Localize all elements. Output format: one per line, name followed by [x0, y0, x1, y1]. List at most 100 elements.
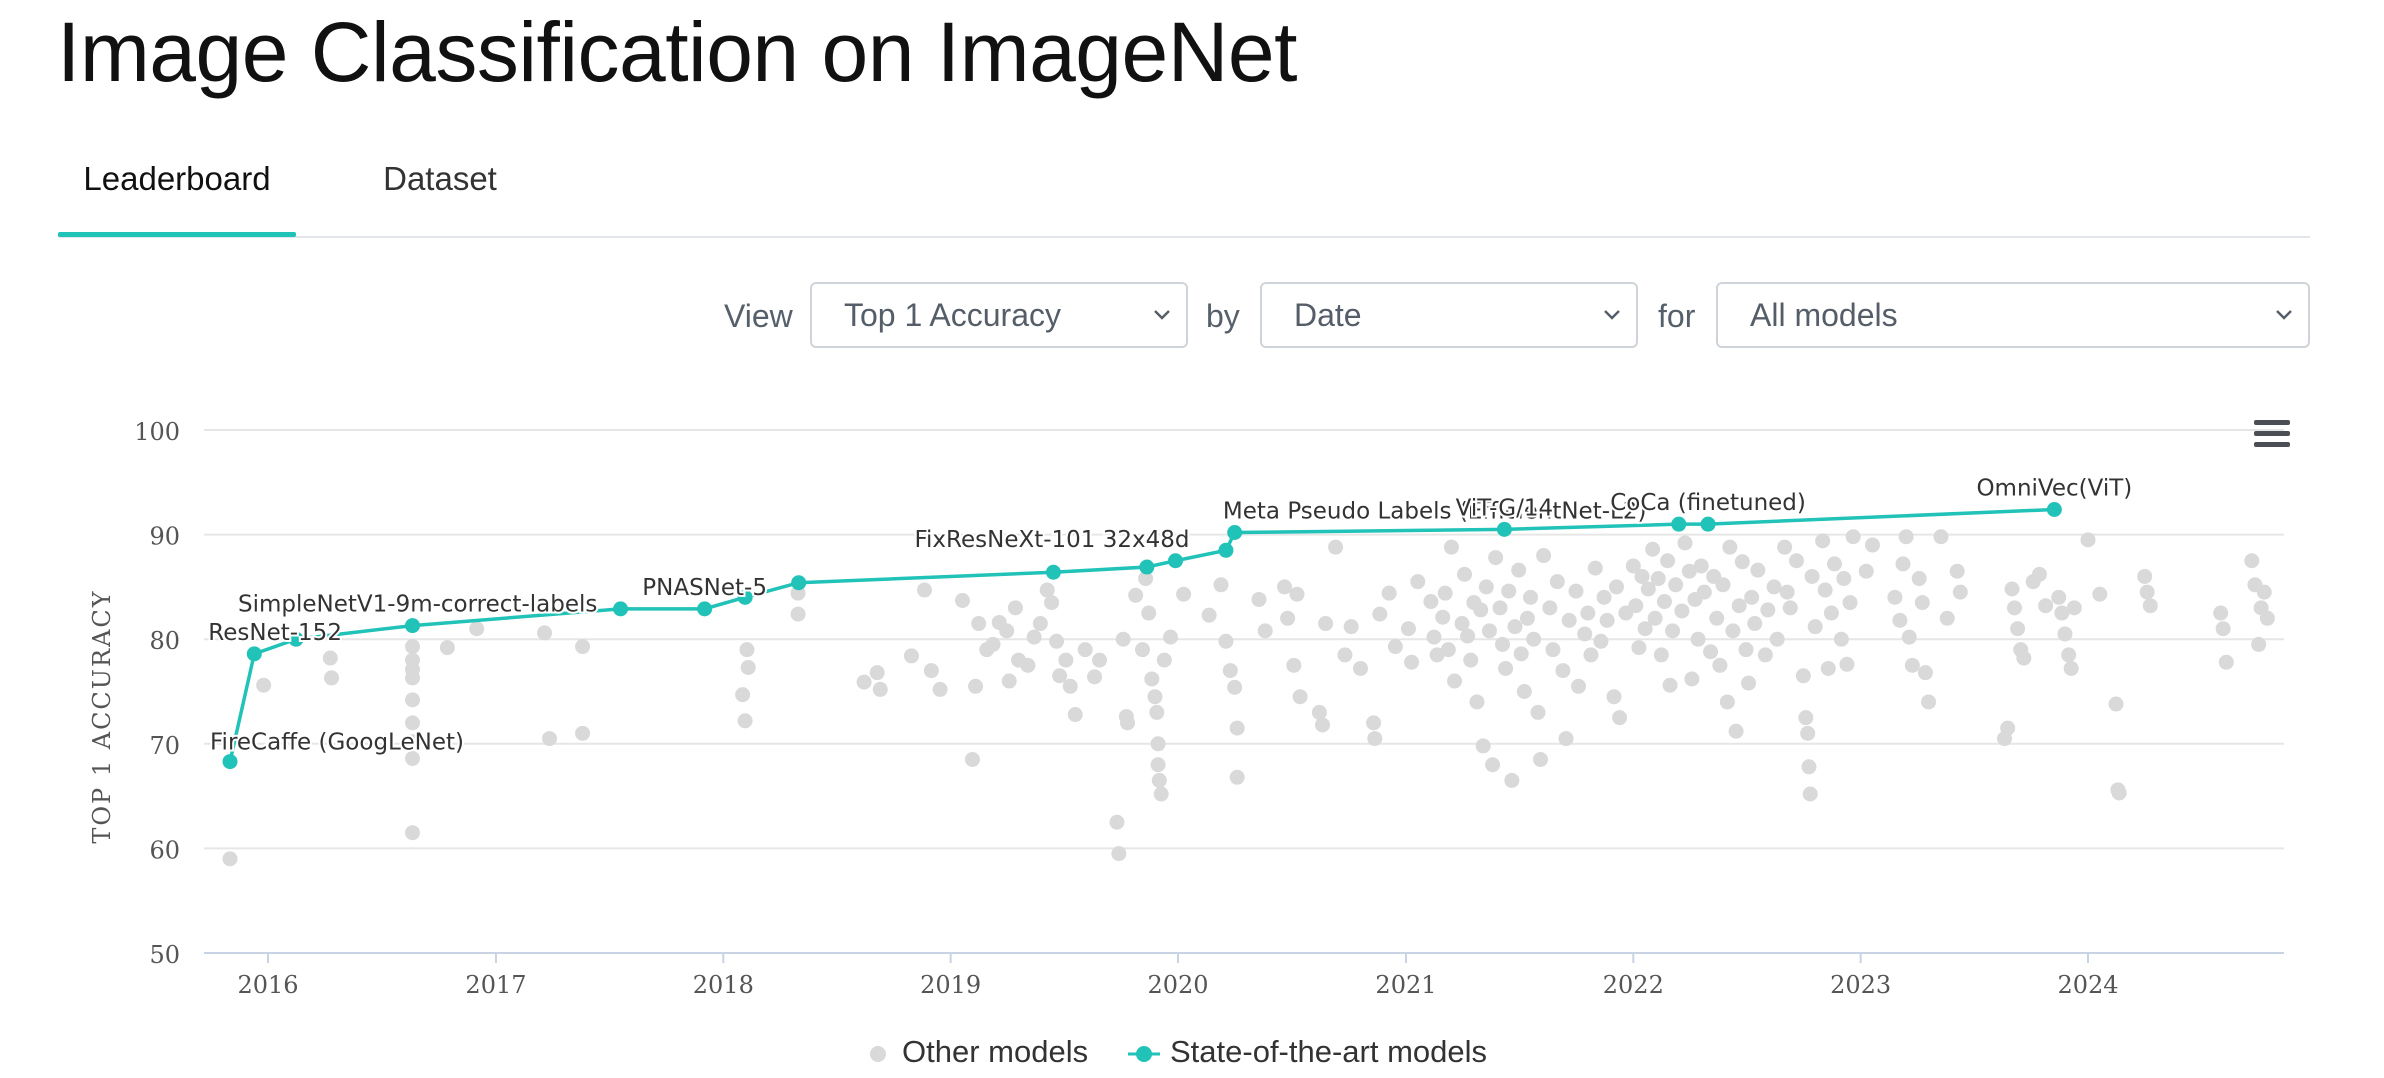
- other-model-point: [1311, 704, 1327, 720]
- sota-point: [222, 754, 238, 770]
- other-model-point: [1815, 533, 1831, 549]
- other-model-point: [1892, 612, 1908, 628]
- other-model-point: [1817, 582, 1833, 598]
- other-model-point: [324, 670, 340, 686]
- other-model-point: [1719, 694, 1735, 710]
- other-model-point: [2010, 621, 2026, 637]
- other-model-point: [405, 750, 421, 766]
- other-model-point: [1769, 631, 1785, 647]
- other-model-point: [1488, 550, 1504, 566]
- other-model-point: [1777, 539, 1793, 555]
- other-model-point: [439, 640, 455, 656]
- other-model-point: [1229, 720, 1245, 736]
- other-model-point: [1516, 684, 1532, 699]
- sota-point: [1227, 525, 1243, 541]
- other-model-point: [2061, 647, 2077, 663]
- other-model-point: [1153, 786, 1169, 802]
- other-model-point: [999, 623, 1015, 639]
- other-model-point: [537, 625, 553, 641]
- sota-point: [2046, 501, 2062, 517]
- other-model-point: [405, 692, 421, 708]
- other-model-point: [1577, 626, 1593, 642]
- x-tick-label: 2022: [1603, 971, 1664, 999]
- other-model-point: [1662, 677, 1678, 693]
- sota-point: [791, 575, 807, 591]
- other-model-point: [735, 687, 751, 703]
- other-model-point: [1058, 652, 1074, 668]
- other-model-point: [405, 734, 421, 750]
- other-model-point: [1440, 642, 1456, 658]
- other-model-point: [1387, 639, 1403, 655]
- other-model-point: [954, 592, 970, 608]
- other-model-point: [2213, 605, 2229, 621]
- metric-select[interactable]: Top 1 Accuracy: [810, 282, 1188, 348]
- other-model-point: [1833, 631, 1849, 647]
- other-model-point: [222, 851, 238, 867]
- other-model-point: [2051, 589, 2067, 605]
- other-model-point: [1542, 600, 1558, 616]
- other-model-point: [1715, 577, 1731, 593]
- other-model-point: [1917, 665, 1933, 681]
- sota-point: [1139, 559, 1155, 575]
- other-model-point: [1481, 623, 1497, 639]
- other-model-point: [1526, 631, 1542, 647]
- other-model-point: [1738, 642, 1754, 658]
- other-model-point: [1842, 595, 1858, 611]
- other-model-point: [1469, 694, 1485, 710]
- y-tick-label: 80: [149, 627, 180, 655]
- other-model-point: [1473, 602, 1489, 618]
- other-model-point: [1901, 629, 1917, 645]
- by-select[interactable]: Date: [1260, 282, 1638, 348]
- other-model-point: [575, 725, 591, 741]
- hamburger-menu-icon[interactable]: [2254, 420, 2290, 450]
- other-model-point: [1766, 579, 1782, 595]
- other-model-point: [1750, 562, 1766, 578]
- other-model-point: [1067, 707, 1083, 723]
- sota-point: [1045, 564, 1061, 580]
- other-model-point: [1608, 579, 1624, 595]
- other-model-point: [1801, 759, 1817, 775]
- other-model-point: [1645, 541, 1661, 557]
- other-model-point: [1141, 605, 1157, 621]
- other-model-point: [1366, 715, 1382, 731]
- models-select[interactable]: All models: [1716, 282, 2310, 348]
- sota-models-series: [222, 501, 2062, 770]
- other-model-point: [1222, 663, 1238, 679]
- other-model-point: [1426, 629, 1442, 645]
- other-model-point: [1677, 535, 1693, 551]
- x-tick-label: 2019: [920, 971, 981, 999]
- other-model-point: [1681, 563, 1697, 579]
- other-model-point: [1092, 652, 1108, 668]
- other-model-point: [1634, 568, 1650, 584]
- other-model-point: [1519, 610, 1535, 626]
- other-model-point: [1020, 657, 1036, 673]
- other-model-point: [1498, 660, 1514, 676]
- tab-dataset[interactable]: Dataset: [383, 160, 497, 197]
- other-model-point: [1429, 647, 1445, 663]
- other-model-point: [1454, 616, 1470, 632]
- other-model-point: [2063, 660, 2079, 676]
- chevron-down-icon: [1602, 304, 1622, 324]
- view-label: View: [724, 298, 793, 334]
- tab-leaderboard[interactable]: Leaderboard: [58, 150, 296, 237]
- other-model-point: [1229, 769, 1245, 785]
- x-tick-label: 2017: [465, 971, 526, 999]
- other-model-point: [1864, 537, 1880, 553]
- x-tick-label: 2020: [1147, 971, 1208, 999]
- other-model-point: [1475, 738, 1491, 754]
- other-model-point: [1213, 577, 1229, 593]
- other-model-point: [1583, 647, 1599, 663]
- legend-item-other[interactable]: Other models: [866, 1030, 1088, 1074]
- other-model-point: [1372, 606, 1388, 622]
- other-model-point: [1637, 621, 1653, 637]
- other-model-point: [1836, 571, 1852, 587]
- other-model-point: [1631, 640, 1647, 656]
- other-model-point: [1530, 704, 1546, 720]
- other-model-point: [256, 677, 272, 693]
- other-model-point: [1039, 582, 1055, 598]
- sota-point: [697, 601, 713, 617]
- legend-item-sota[interactable]: State-of-the-art models: [1128, 1030, 1487, 1074]
- other-model-point: [405, 639, 421, 655]
- other-model-point: [1712, 657, 1728, 673]
- other-model-point: [1845, 529, 1861, 545]
